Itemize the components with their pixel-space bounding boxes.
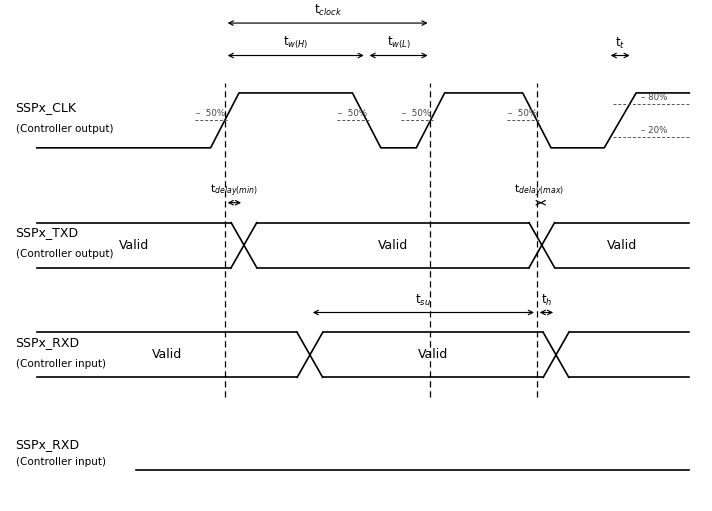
Text: – 20%: – 20% — [642, 126, 668, 135]
Text: t$_{su}$: t$_{su}$ — [415, 293, 431, 308]
Text: Valid: Valid — [152, 349, 182, 361]
Text: t$_{clock}$: t$_{clock}$ — [313, 3, 342, 18]
Text: t$_{w(H)}$: t$_{w(H)}$ — [283, 35, 308, 51]
Text: Valid: Valid — [418, 349, 448, 361]
Text: –  50%: – 50% — [338, 109, 367, 118]
Text: (Controller input): (Controller input) — [16, 457, 105, 467]
Text: – 80%: – 80% — [642, 93, 668, 102]
Text: –  50%: – 50% — [508, 109, 538, 118]
Text: t$_h$: t$_h$ — [540, 293, 552, 308]
Text: SSPx_CLK: SSPx_CLK — [16, 101, 77, 114]
Text: SSPx_RXD: SSPx_RXD — [16, 438, 80, 451]
Text: t$_{delay(max)}$: t$_{delay(max)}$ — [514, 182, 565, 199]
Text: t$_t$: t$_t$ — [615, 36, 625, 51]
Text: t$_{w(L)}$: t$_{w(L)}$ — [387, 35, 410, 51]
Text: –  50%: – 50% — [197, 109, 226, 118]
Text: SSPx_TXD: SSPx_TXD — [16, 226, 79, 239]
Text: Valid: Valid — [607, 239, 637, 251]
Text: SSPx_RXD: SSPx_RXD — [16, 336, 80, 349]
Text: Valid: Valid — [378, 239, 408, 251]
Text: –  50%: – 50% — [402, 109, 431, 118]
Text: t$_{delay(min)}$: t$_{delay(min)}$ — [211, 182, 258, 199]
Text: (Controller input): (Controller input) — [16, 359, 105, 369]
Text: (Controller output): (Controller output) — [16, 249, 113, 259]
Text: (Controller output): (Controller output) — [16, 124, 113, 134]
Text: Valid: Valid — [119, 239, 149, 251]
